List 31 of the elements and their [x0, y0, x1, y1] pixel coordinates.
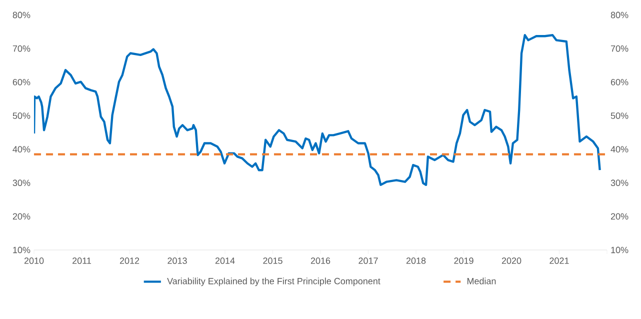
- y2-tick-label: 70%: [610, 45, 628, 52]
- y2-tick-label: 80%: [610, 12, 628, 18]
- x-tick-label: 2010: [24, 258, 44, 264]
- x-tick-label: 2014: [215, 258, 235, 264]
- x-tick-label: 2011: [72, 258, 91, 264]
- x-tick-label: 2016: [310, 258, 330, 264]
- y2-tick-label: 60%: [610, 78, 628, 86]
- line-series: [34, 34, 601, 186]
- x-tick-label: 2017: [358, 258, 378, 264]
- y-tick-label: 50%: [12, 112, 30, 119]
- x-tick-label: 2012: [120, 258, 140, 264]
- y-tick-label: 40%: [12, 146, 30, 152]
- y2-tick-label: 40%: [610, 146, 628, 152]
- y2-tick-label: 50%: [610, 112, 628, 119]
- x-tick-label: 2021: [550, 258, 569, 264]
- x-tick-label: 2019: [454, 258, 474, 264]
- y-tick-label: 80%: [12, 12, 30, 18]
- x-tick-label: 2020: [502, 258, 522, 264]
- y-tick-label: 10%: [13, 246, 30, 254]
- y-tick-label: 70%: [12, 45, 30, 52]
- y2-tick-label: 30%: [610, 180, 628, 186]
- x-tick-label: 2018: [406, 258, 426, 264]
- legend-label: Variability Explained by the First Principle Component: [167, 278, 380, 286]
- x-tick-label: 2013: [168, 258, 187, 264]
- y-tick-label: 20%: [12, 213, 30, 220]
- y-tick-label: 60%: [12, 78, 30, 86]
- y2-tick-label: 20%: [610, 213, 628, 220]
- x-tick-label: 2015: [263, 258, 282, 264]
- y-tick-label: 30%: [12, 180, 30, 186]
- y2-tick-label: 10%: [611, 246, 628, 254]
- legend-label: Median: [467, 278, 496, 284]
